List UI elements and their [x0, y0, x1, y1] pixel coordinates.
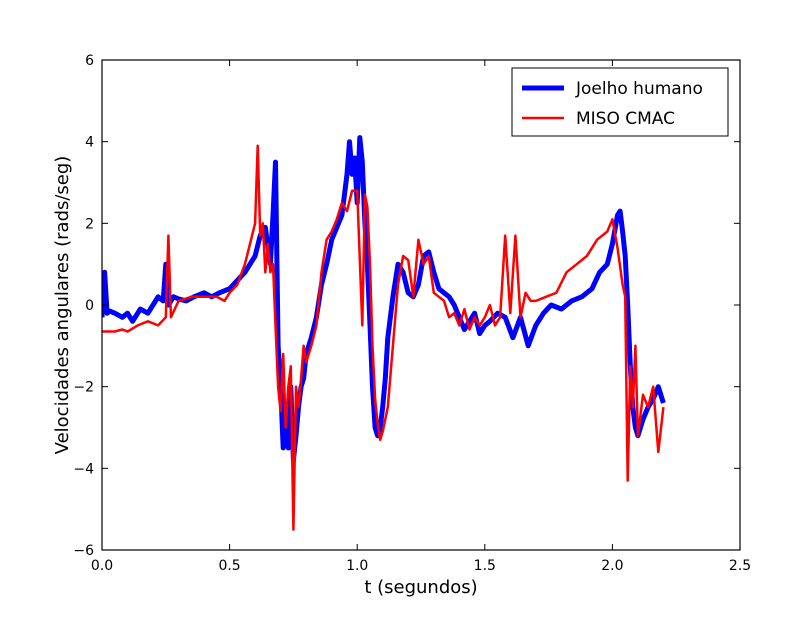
series-line-miso-cmac — [102, 144, 665, 531]
x-tick-label: 1.5 — [474, 558, 496, 574]
axis-ticks: 0.0 0.5 1.0 1.5 2.0 2.5 6 4 2 0 −2 −4 −6 — [73, 53, 751, 574]
x-tick-label: 1.0 — [346, 558, 368, 574]
y-tick-label: 0 — [85, 298, 94, 314]
y-tick-label: −6 — [73, 543, 94, 559]
y-tick-label: 2 — [85, 216, 94, 232]
legend-label-miso-cmac: MISO CMAC — [576, 109, 675, 129]
legend-label-joelho-humano: Joelho humano — [575, 79, 703, 99]
x-tick-label: 0.5 — [218, 558, 240, 574]
x-tick-label: 0.0 — [91, 558, 113, 574]
legend: Joelho humano MISO CMAC — [511, 67, 729, 137]
y-tick-label: 4 — [85, 135, 94, 151]
y-tick-label: −4 — [73, 461, 94, 477]
x-tick-label: 2.5 — [729, 558, 751, 574]
y-tick-label: 6 — [85, 53, 94, 69]
x-tick-label: 2.0 — [601, 558, 623, 574]
legend-box — [511, 67, 729, 137]
y-tick-label: −2 — [73, 380, 94, 396]
series-layer — [102, 135, 666, 531]
y-axis-title: Velocidades angulares (rads/seg) — [52, 156, 73, 455]
x-axis-title: t (segundos) — [364, 577, 477, 598]
